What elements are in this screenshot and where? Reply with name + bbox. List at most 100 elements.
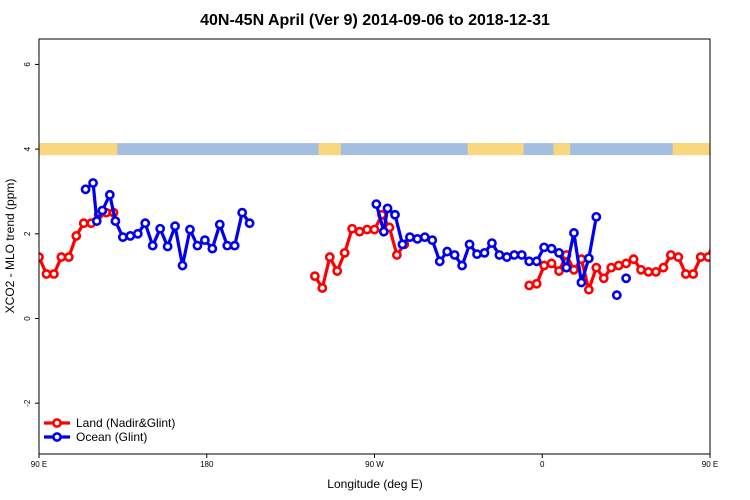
series-0 (39, 207, 749, 295)
data-point (591, 211, 602, 222)
data-point (611, 290, 622, 301)
data-point (41, 269, 52, 279)
x-axis: 90 E 180 90 W 0 90 E (31, 454, 718, 469)
x-tick-label: 90 E (702, 460, 718, 469)
surface-type-strip (39, 143, 710, 156)
data-point (207, 243, 218, 254)
data-point (214, 219, 225, 230)
strip-land-range-0 (39, 143, 118, 156)
data-point (621, 273, 632, 284)
data-point (472, 249, 482, 260)
data-point (673, 252, 684, 262)
data-point (501, 252, 512, 262)
data-point (147, 240, 158, 251)
series-line (39, 211, 114, 276)
data-point (509, 250, 520, 260)
x-tick-label: 90 E (31, 460, 47, 469)
data-point (539, 260, 550, 271)
data-point (554, 266, 564, 276)
series-line (727, 183, 750, 246)
data-point (104, 189, 115, 200)
data-point (569, 228, 579, 238)
chart-title: 40N-45N April (Ver 9) 2014-09-06 to 2018… (200, 12, 550, 29)
y-tick-label: 2 (23, 231, 32, 236)
data-point (734, 217, 741, 224)
data-point (680, 269, 691, 279)
x-tick-label: 0 (540, 460, 545, 469)
data-point (397, 239, 408, 250)
data-point (546, 258, 557, 269)
legend: Land (Nadir&Glint)Ocean (Glint) (44, 416, 175, 444)
data-point (391, 250, 402, 260)
y-tick-label: 0 (23, 316, 32, 321)
data-point (162, 241, 173, 252)
data-point (369, 224, 380, 235)
data-point (727, 220, 734, 227)
data-point (378, 226, 389, 237)
data-point (546, 243, 557, 254)
data-point (362, 224, 372, 235)
x-tick-label: 180 (200, 460, 214, 469)
data-point (531, 278, 542, 289)
data-point (117, 232, 128, 243)
data-point (80, 184, 91, 195)
strip-land-range-3 (553, 143, 571, 156)
y-axis-label: XCO2 - MLO trend (ppm) (3, 179, 17, 314)
data-point (244, 218, 255, 229)
data-point (449, 250, 460, 260)
data-point (695, 252, 706, 262)
data-point (464, 239, 475, 250)
x-axis-label: Longitude (deg E) (327, 477, 422, 491)
data-point (140, 218, 151, 229)
data-point (405, 232, 415, 243)
data-point (199, 235, 210, 246)
data-point (78, 218, 89, 229)
data-point (56, 252, 67, 262)
data-point (703, 252, 710, 262)
strip-land-range-4 (672, 143, 710, 156)
data-point (192, 240, 203, 251)
legend-label: Land (Nadir&Glint) (76, 416, 175, 430)
data-point (554, 247, 564, 258)
data-point (719, 220, 726, 227)
data-point (347, 223, 358, 234)
data-point (155, 223, 166, 234)
data-point (237, 207, 248, 218)
data-point (688, 269, 699, 279)
series-1 (80, 178, 750, 301)
data-point (125, 231, 136, 241)
data-point (324, 252, 335, 262)
legend-marker (52, 418, 62, 428)
data-point (583, 284, 594, 295)
data-point (442, 246, 453, 257)
data-point (419, 232, 430, 243)
data-point (339, 247, 350, 258)
legend-marker (52, 432, 62, 442)
data-point (371, 199, 382, 210)
data-point (229, 240, 240, 251)
data-point (71, 231, 82, 241)
strip-land-range-1 (318, 143, 341, 156)
data-point (569, 264, 579, 275)
data-point (531, 256, 542, 267)
data-point (63, 252, 74, 262)
y-tick-label: 4 (23, 146, 32, 151)
strip-ocean-band (39, 143, 710, 156)
data-point (742, 209, 749, 216)
data-point (91, 216, 102, 226)
data-point (494, 250, 505, 260)
data-point (665, 250, 676, 260)
data-point (412, 233, 423, 244)
data-point (332, 266, 343, 276)
data-point (427, 235, 438, 246)
data-point (576, 277, 587, 288)
data-point (354, 226, 365, 237)
x-tick-label: 90 W (365, 460, 384, 469)
data-point (132, 228, 143, 239)
data-point (636, 264, 646, 275)
data-point (457, 260, 468, 271)
series-layer (39, 178, 750, 301)
data-point (479, 247, 490, 258)
data-point (583, 253, 594, 264)
